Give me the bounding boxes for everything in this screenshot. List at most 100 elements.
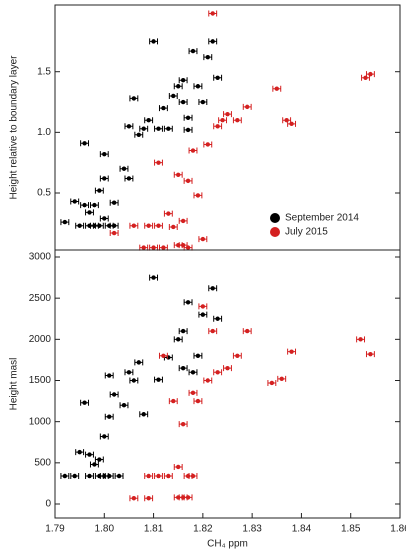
point <box>107 414 112 419</box>
plot-frame <box>54 249 401 519</box>
point <box>180 328 186 334</box>
point <box>245 328 250 334</box>
point <box>215 75 220 80</box>
point <box>131 96 137 101</box>
point <box>146 118 151 123</box>
point <box>180 421 186 427</box>
point <box>161 245 166 250</box>
point <box>225 111 230 117</box>
point <box>368 351 373 357</box>
point <box>205 378 210 383</box>
point <box>185 178 191 184</box>
point <box>210 39 215 44</box>
point <box>126 370 132 375</box>
point <box>245 104 250 110</box>
point <box>151 245 156 250</box>
point <box>190 48 196 54</box>
point <box>121 403 127 408</box>
point <box>190 370 196 375</box>
point <box>77 449 82 455</box>
point <box>289 121 294 127</box>
x-tick-label: 1.86 <box>390 524 406 535</box>
point <box>126 176 132 181</box>
point <box>107 373 112 378</box>
point <box>107 473 112 479</box>
point <box>97 457 102 462</box>
point <box>141 412 146 417</box>
point <box>102 151 107 157</box>
y-tick-label: 0.5 <box>37 188 51 199</box>
point <box>62 473 68 479</box>
point <box>82 400 87 405</box>
point <box>131 223 137 228</box>
point <box>358 337 363 342</box>
point <box>176 84 181 89</box>
point <box>368 71 373 77</box>
point <box>284 118 289 123</box>
point <box>72 473 77 479</box>
point <box>215 124 220 129</box>
y-tick-label: 3000 <box>29 252 52 263</box>
point <box>190 148 196 153</box>
legend-marker <box>270 227 280 237</box>
point <box>235 353 240 359</box>
point <box>190 390 196 396</box>
point <box>171 93 176 99</box>
point <box>111 200 117 205</box>
point <box>210 328 215 334</box>
y-tick-label: 1.5 <box>37 66 51 77</box>
point <box>97 223 102 228</box>
x-axis-label: CH₄ ppm <box>207 539 248 550</box>
x-tick-label: 1.83 <box>242 524 262 535</box>
legend-label: September 2014 <box>285 213 359 224</box>
point <box>156 377 161 382</box>
point <box>141 245 146 250</box>
point <box>180 99 186 105</box>
point <box>102 216 107 221</box>
point <box>136 132 141 137</box>
point <box>176 464 181 470</box>
y-tick-label: 1000 <box>29 416 52 427</box>
point <box>200 236 206 242</box>
point <box>166 211 171 216</box>
point <box>156 223 161 228</box>
point <box>279 376 284 382</box>
point <box>195 193 201 198</box>
y-axis-label: Height masl <box>9 358 20 411</box>
x-tick-label: 1.79 <box>45 524 65 535</box>
point <box>111 223 117 228</box>
point <box>151 39 156 44</box>
point <box>205 142 210 147</box>
x-tick-label: 1.80 <box>95 524 115 535</box>
x-tick-label: 1.81 <box>144 524 164 535</box>
point <box>235 118 240 123</box>
point <box>176 172 181 178</box>
point <box>62 219 68 225</box>
point <box>185 495 191 500</box>
point <box>180 218 186 224</box>
point <box>87 473 92 479</box>
point <box>180 365 186 371</box>
point <box>121 166 127 171</box>
point <box>274 86 279 91</box>
y-tick-label: 1.0 <box>37 127 51 138</box>
point <box>111 230 117 236</box>
point <box>269 380 275 386</box>
y-tick-label: 500 <box>34 457 51 468</box>
y-tick-label: 0 <box>45 499 51 510</box>
point <box>200 99 206 105</box>
point <box>190 473 196 479</box>
point <box>195 84 201 89</box>
x-tick-label: 1.82 <box>193 524 213 535</box>
point <box>166 473 171 479</box>
y-tick-label: 2500 <box>29 293 52 304</box>
point <box>210 286 215 291</box>
point <box>146 223 151 228</box>
point <box>200 312 206 317</box>
point <box>82 141 87 146</box>
point <box>215 316 220 321</box>
point <box>156 126 161 131</box>
point <box>161 353 166 359</box>
point <box>195 353 201 359</box>
